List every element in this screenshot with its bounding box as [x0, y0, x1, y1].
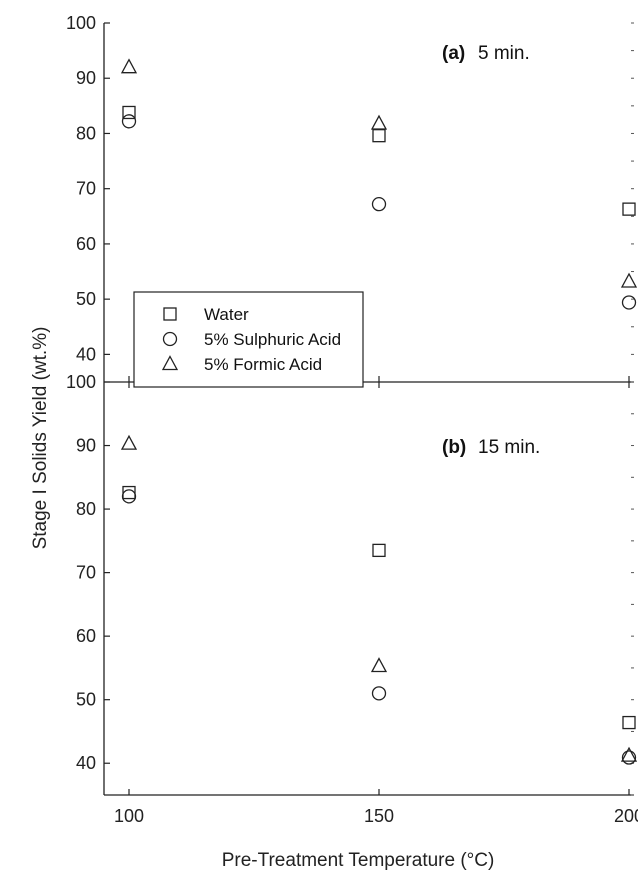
y-tick-label: 70 — [76, 563, 96, 583]
panel-title: 15 min. — [478, 437, 540, 458]
data-point-circle — [621, 295, 637, 310]
data-point-triangle — [370, 114, 388, 130]
legend-marker-triangle — [161, 355, 179, 371]
y-tick-label: 40 — [76, 753, 96, 773]
legend-label: Water — [204, 305, 249, 324]
panel-title: 5 min. — [478, 43, 530, 64]
y-tick-label: 40 — [76, 344, 96, 364]
data-point-circle — [621, 750, 637, 765]
x-tick-label: 100 — [114, 806, 144, 826]
y-tick-label: 50 — [76, 690, 96, 710]
panel-b: 40 50 60 70 80 90 100 100 150 200 (b) 15 min. — [66, 372, 638, 826]
legend-marker-square — [163, 307, 177, 321]
data-point-circle — [121, 489, 137, 504]
y-tick-label: 90 — [76, 436, 96, 456]
x-tick-label: 200 — [614, 806, 638, 826]
y-axis-label: Stage I Solids Yield (wt.%) — [30, 327, 51, 550]
data-point-square — [372, 129, 386, 143]
y-tick-label: 100 — [66, 13, 96, 33]
data-point-square — [372, 543, 386, 558]
data-point-circle — [371, 197, 387, 212]
panel-label: (a) — [442, 43, 465, 64]
y-tick-label: 80 — [76, 123, 96, 143]
y-tick-label: 50 — [76, 289, 96, 309]
legend-marker-circle — [162, 331, 178, 347]
data-point-triangle — [120, 434, 138, 450]
data-point-triangle — [620, 272, 638, 288]
y-tick-label: 100 — [66, 372, 96, 392]
data-point-square — [122, 485, 136, 500]
data-point-circle — [121, 114, 137, 129]
legend: Water 5% Sulphuric Acid 5% Formic Acid — [133, 291, 364, 388]
data-point-triangle — [370, 657, 388, 673]
y-tick-label: 60 — [76, 234, 96, 254]
x-tick-label: 150 — [364, 806, 394, 826]
data-point-triangle — [620, 746, 638, 762]
legend-label: 5% Sulphuric Acid — [204, 330, 341, 349]
x-axis-label: Pre-Treatment Temperature (°C) — [222, 850, 495, 871]
data-point-square — [622, 715, 636, 730]
legend-label: 5% Formic Acid — [204, 355, 322, 374]
y-tick-label: 80 — [76, 499, 96, 519]
data-point-square — [122, 105, 136, 120]
panel-label: (b) — [442, 437, 466, 458]
y-tick-label: 60 — [76, 626, 96, 646]
panel-a: 40 50 60 70 80 90 100 (a) 5 min. Water 5% Sulphuri… — [66, 13, 638, 388]
data-point-circle — [371, 686, 387, 701]
data-point-triangle — [120, 58, 138, 74]
y-tick-label: 90 — [76, 68, 96, 88]
y-tick-label: 70 — [76, 179, 96, 199]
data-point-square — [622, 202, 636, 216]
